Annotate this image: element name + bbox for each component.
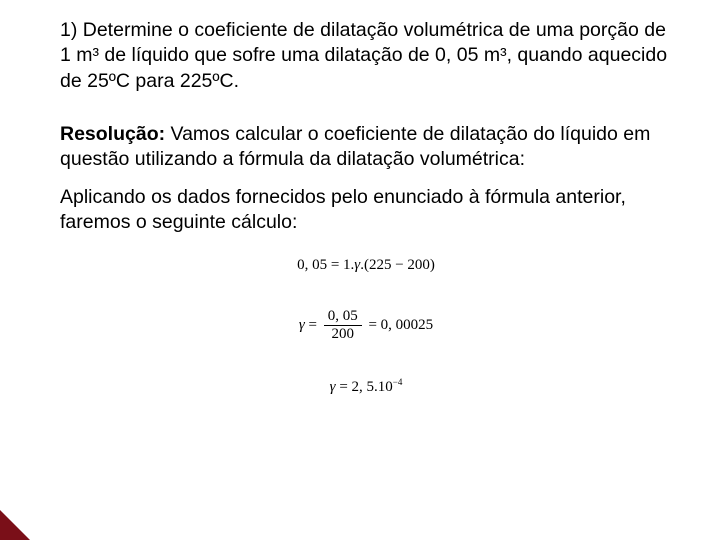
eq2-result: = 0, 00025: [365, 317, 433, 333]
problem-text: 1) Determine o coeficiente de dilatação …: [60, 18, 672, 94]
corner-decoration: [0, 510, 30, 540]
solution-applying: Aplicando os dados fornecidos pelo enunc…: [60, 185, 672, 236]
eq1-rhs: .(225 − 200): [360, 257, 435, 273]
problem-content: 1) Determine o coeficiente de dilatação …: [60, 19, 667, 92]
eq3-lhs: = 2, 5.10: [336, 379, 393, 395]
equation-2: γ = 0, 05200 = 0, 00025: [60, 298, 672, 353]
equation-block: 0, 05 = 1.γ.(225 − 200) γ = 0, 05200 = 0…: [60, 247, 672, 406]
eq2-equals: =: [305, 317, 321, 333]
eq2-num: 0, 05: [324, 308, 362, 326]
eq1-lhs: 0, 05 = 1.: [297, 257, 354, 273]
solution-block: Resolução: Vamos calcular o coeficiente …: [60, 122, 672, 173]
eq3-exp: −4: [393, 377, 403, 387]
eq2-den: 200: [324, 326, 362, 343]
equation-3: γ = 2, 5.10−4: [60, 367, 672, 406]
solution-label: Resolução:: [60, 123, 165, 145]
solution-applying-text: Aplicando os dados fornecidos pelo enunc…: [60, 186, 626, 233]
equation-1: 0, 05 = 1.γ.(225 − 200): [60, 247, 672, 284]
eq2-fraction: 0, 05200: [324, 308, 362, 343]
